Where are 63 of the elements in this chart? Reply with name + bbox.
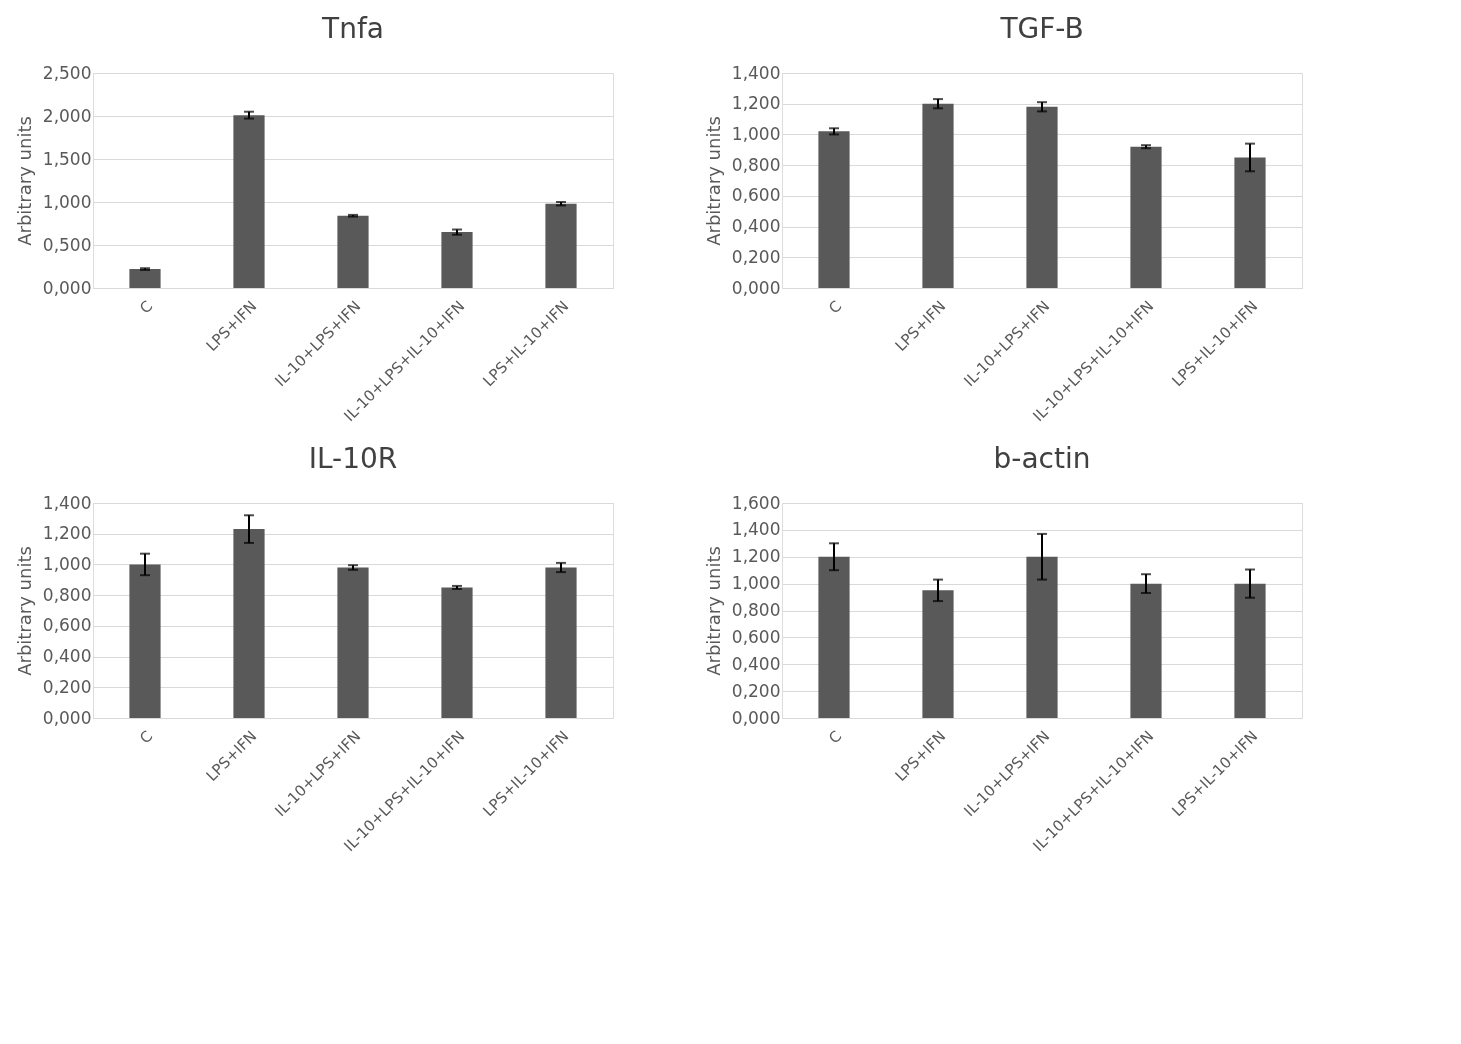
bar — [441, 587, 473, 718]
y-tick-label: 1,400 — [731, 519, 781, 540]
y-tick-label: 0,000 — [42, 707, 92, 728]
y-tick-label: 1,600 — [731, 492, 781, 513]
bar — [337, 215, 369, 288]
y-tick-label: 0,000 — [731, 277, 781, 298]
y-tick-label: 0,000 — [42, 277, 92, 298]
y-tick-label: 1,000 — [731, 573, 781, 594]
y-tick-label: 1,200 — [731, 93, 781, 114]
bar — [129, 564, 161, 718]
x-tick-label: C — [136, 297, 157, 318]
bar — [1026, 106, 1058, 288]
bar — [1026, 556, 1058, 718]
y-tick-label: 0,000 — [731, 707, 781, 728]
y-tick-label: 1,000 — [731, 123, 781, 144]
y-tick-label: 1,400 — [731, 62, 781, 83]
y-tick-label: 1,000 — [42, 553, 92, 574]
y-tick-label: 1,200 — [731, 546, 781, 567]
bar — [818, 556, 850, 718]
y-tick-label: 0,400 — [42, 646, 92, 667]
y-tick-label: 0,600 — [731, 626, 781, 647]
chart-title: b-actin — [993, 442, 1091, 475]
y-axis-title: Arbitrary units — [702, 546, 724, 676]
y-tick-label: 0,500 — [42, 234, 92, 255]
y-tick-label: 2,000 — [42, 105, 92, 126]
y-tick-label: 1,500 — [42, 148, 92, 169]
y-tick-label: 2,500 — [42, 62, 92, 83]
x-tick-label: C — [825, 727, 846, 748]
y-tick-label: 0,600 — [731, 185, 781, 206]
y-tick-label: 0,600 — [42, 615, 92, 636]
bar — [129, 269, 161, 288]
y-tick-label: 0,800 — [731, 154, 781, 175]
bar — [922, 590, 954, 718]
y-tick-label: 0,800 — [731, 600, 781, 620]
y-tick-label: 0,800 — [42, 584, 92, 605]
chart-title: TGF-B — [999, 12, 1084, 45]
bar — [441, 232, 473, 288]
y-tick-label: 1,200 — [42, 523, 92, 544]
y-tick-label: 1,000 — [42, 191, 92, 212]
y-tick-label: 0,400 — [731, 653, 781, 674]
y-tick-label: 0,200 — [731, 246, 781, 267]
bar — [233, 529, 265, 718]
bar — [922, 103, 954, 288]
y-tick-label: 1,400 — [42, 492, 92, 513]
bar — [233, 115, 265, 288]
bar — [1234, 583, 1266, 718]
bar — [1130, 146, 1162, 288]
bar — [337, 567, 369, 718]
x-tick-label: C — [136, 727, 157, 748]
y-tick-label: 0,200 — [42, 676, 92, 697]
x-tick-label: C — [825, 297, 846, 318]
y-tick-label: 0,200 — [731, 680, 781, 701]
bar — [545, 203, 577, 288]
y-tick-label: 0,400 — [731, 216, 781, 237]
y-axis-title: Arbitrary units — [702, 116, 724, 246]
bar — [1130, 583, 1162, 718]
y-axis-title: Arbitrary units — [13, 116, 35, 246]
y-axis-title: Arbitrary units — [13, 546, 35, 676]
bar — [1234, 157, 1266, 288]
bar — [545, 567, 577, 718]
chart-title: IL-10R — [308, 442, 398, 475]
chart-title: Tnfa — [321, 12, 384, 45]
bar — [818, 131, 850, 288]
